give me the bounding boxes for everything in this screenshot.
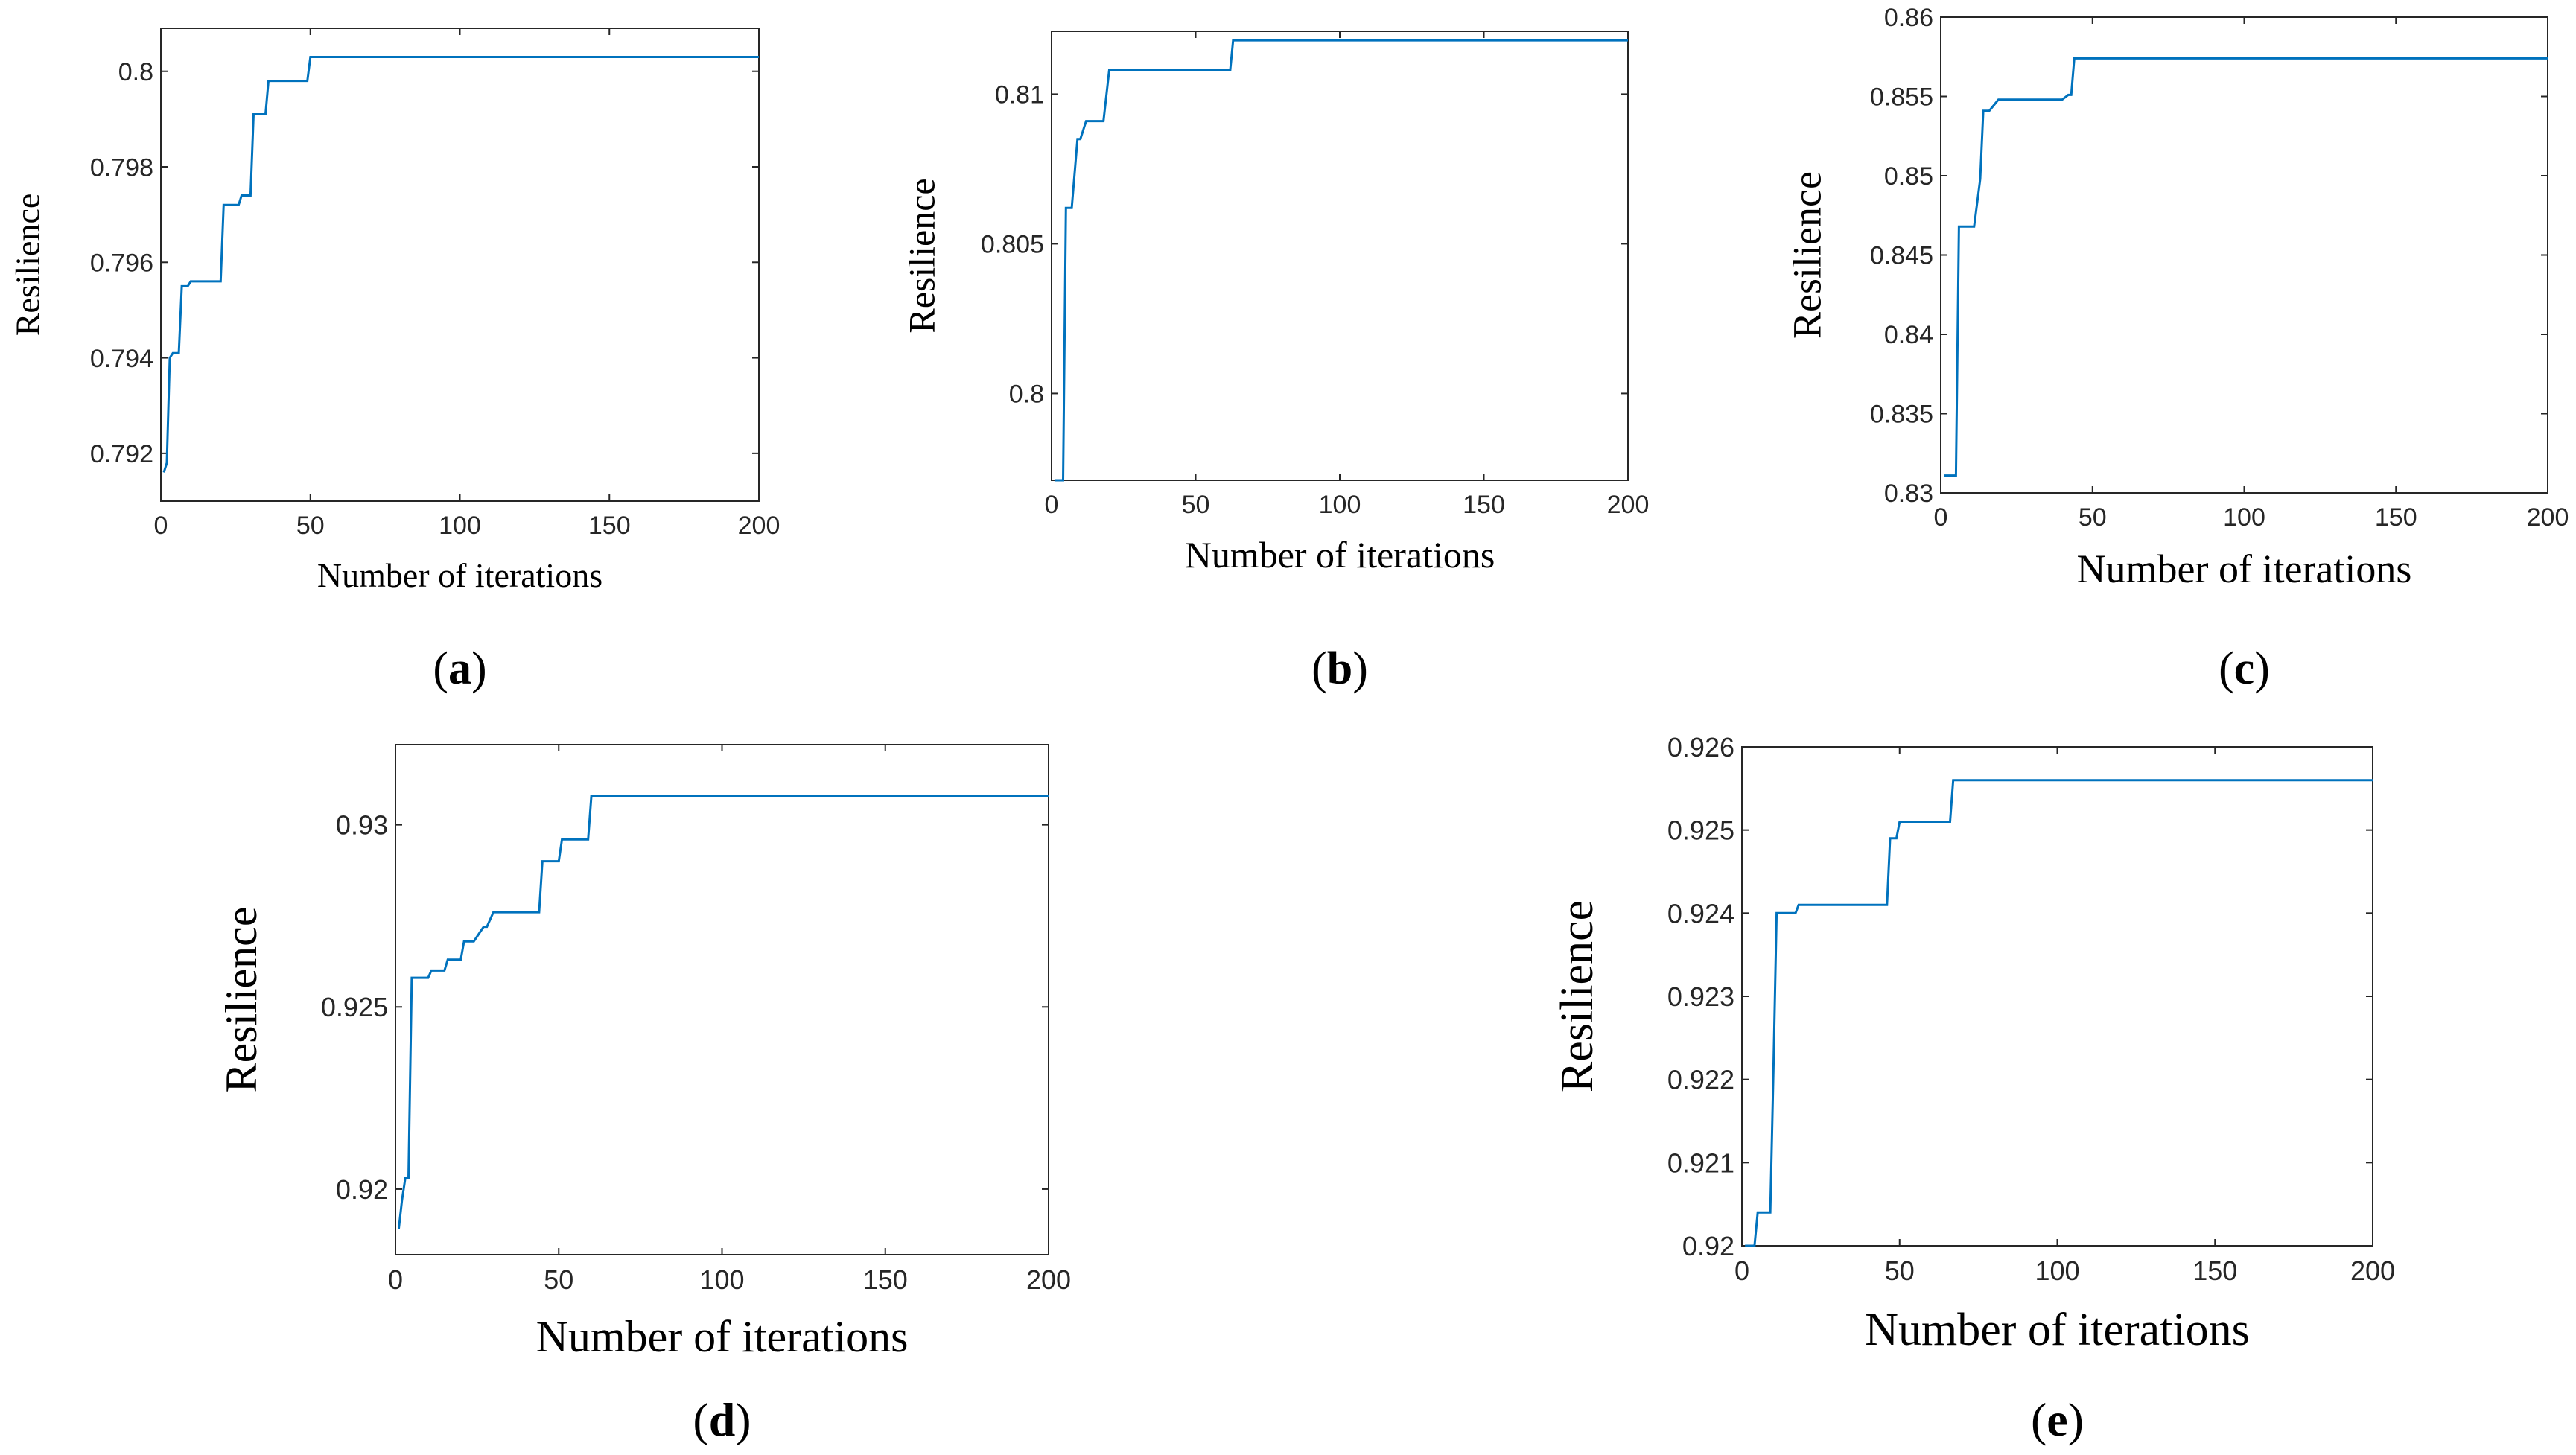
y-tick-label: 0.84 <box>1884 321 1933 349</box>
x-tick-label: 150 <box>588 512 631 540</box>
y-axis-label: Resilience <box>217 907 266 1093</box>
x-tick-label: 100 <box>699 1264 744 1295</box>
subplot-caption: (e) <box>2031 1393 2084 1446</box>
x-tick-label: 0 <box>1734 1255 1749 1286</box>
x-axis-label: Number of iterations <box>1865 1305 2250 1355</box>
x-axis-label: Number of iterations <box>2077 547 2412 591</box>
x-tick-label: 150 <box>1463 491 1505 519</box>
x-axis-label: Number of iterations <box>317 556 602 594</box>
y-axis-label: Resilience <box>900 178 942 333</box>
x-tick-label: 200 <box>1607 491 1650 519</box>
x-tick-label: 100 <box>2035 1255 2079 1286</box>
y-tick-label: 0.845 <box>1870 242 1933 270</box>
axes-box <box>1940 16 2548 494</box>
subplot-caption: (c) <box>2219 643 2270 694</box>
x-axis-label: Number of iterations <box>1185 534 1495 576</box>
subplot-c: 0 50 100 150 200 0.83 0.835 0.84 0.845 0.85 0.855 0… <box>1784 4 2569 694</box>
caption-letter: a <box>448 643 471 694</box>
x-tick-label: 0 <box>1045 491 1059 519</box>
series-line <box>397 795 1049 1229</box>
subplot-caption: (d) <box>693 1393 751 1446</box>
y-tick-label: 0.926 <box>1667 732 1734 762</box>
series-line <box>1944 57 2548 477</box>
series-line <box>162 56 759 473</box>
x-tick-label: 200 <box>738 512 780 540</box>
x-tick-label: 0 <box>1934 503 1948 532</box>
y-tick-label: 0.855 <box>1870 83 1933 112</box>
x-tick-label: 50 <box>1182 491 1210 519</box>
x-tick-label: 0 <box>388 1264 403 1295</box>
y-tick-label: 0.83 <box>1884 480 1933 508</box>
axes-box <box>395 744 1049 1255</box>
y-tick-label: 0.794 <box>90 345 153 373</box>
x-tick-label: 50 <box>2079 503 2107 532</box>
y-tick-label: 0.922 <box>1667 1065 1734 1095</box>
x-axis-label: Number of iterations <box>536 1312 909 1361</box>
x-tick-label: 100 <box>439 512 481 540</box>
subplot-a: 0 50 100 150 200 0.792 0.794 0.796 0.798 0.8 Numbe… <box>9 28 780 694</box>
y-tick-label: 0.796 <box>90 249 153 278</box>
x-tick-label: 100 <box>2223 503 2265 532</box>
x-tick-label: 150 <box>2192 1255 2237 1286</box>
caption-letter: d <box>709 1393 736 1446</box>
y-tick-label: 0.925 <box>321 992 388 1022</box>
x-tick-label: 200 <box>2350 1255 2395 1286</box>
x-tick-label: 200 <box>1026 1264 1071 1295</box>
y-tick-label: 0.8 <box>118 58 153 86</box>
axes-box <box>1051 31 1629 481</box>
y-tick-label: 0.8 <box>1009 381 1044 409</box>
series-line <box>1745 779 2373 1247</box>
y-tick-label: 0.921 <box>1667 1147 1734 1178</box>
x-tick-label: 0 <box>154 512 168 540</box>
subplot-d: 0 50 100 150 200 0.92 0.925 0.93 Number of itera… <box>217 744 1071 1446</box>
subplot-caption: (a) <box>433 643 486 694</box>
y-axis-label: Resilience <box>9 194 47 337</box>
x-tick-label: 50 <box>544 1264 573 1295</box>
y-tick-label: 0.792 <box>90 440 153 468</box>
x-tick-label: 50 <box>296 512 325 540</box>
subplot-caption: (b) <box>1311 643 1368 694</box>
caption-letter: c <box>2234 643 2255 694</box>
caption-letter: e <box>2047 1393 2067 1446</box>
x-tick-label: 100 <box>1319 491 1361 519</box>
axes-box <box>160 28 760 502</box>
axes-box <box>1741 746 2373 1247</box>
y-tick-label: 0.86 <box>1884 4 1933 32</box>
y-tick-label: 0.923 <box>1667 981 1734 1012</box>
y-tick-label: 0.81 <box>995 81 1044 109</box>
y-tick-label: 0.85 <box>1884 162 1933 191</box>
y-axis-label: Resilience <box>1552 900 1603 1092</box>
subplot-e: 0 50 100 150 200 0.92 0.921 0.922 0.923 0.924 0.92… <box>1552 732 2395 1446</box>
x-tick-label: 50 <box>1885 1255 1915 1286</box>
y-tick-label: 0.924 <box>1667 898 1734 929</box>
y-tick-label: 0.92 <box>1682 1231 1734 1261</box>
y-tick-label: 0.925 <box>1667 815 1734 846</box>
caption-letter: b <box>1327 643 1352 694</box>
y-axis-label: Resilience <box>1784 171 1829 339</box>
y-tick-label: 0.805 <box>981 231 1044 259</box>
y-tick-label: 0.798 <box>90 153 153 182</box>
x-tick-label: 150 <box>863 1264 908 1295</box>
x-tick-label: 200 <box>2527 503 2569 532</box>
y-tick-label: 0.835 <box>1870 401 1933 429</box>
y-tick-label: 0.92 <box>336 1174 388 1205</box>
series-line <box>1054 39 1628 482</box>
x-tick-label: 150 <box>2375 503 2417 532</box>
y-tick-label: 0.93 <box>336 810 388 841</box>
subplot-b: 0 50 100 150 200 0.8 0.805 0.81 Number of iterat… <box>900 31 1649 694</box>
